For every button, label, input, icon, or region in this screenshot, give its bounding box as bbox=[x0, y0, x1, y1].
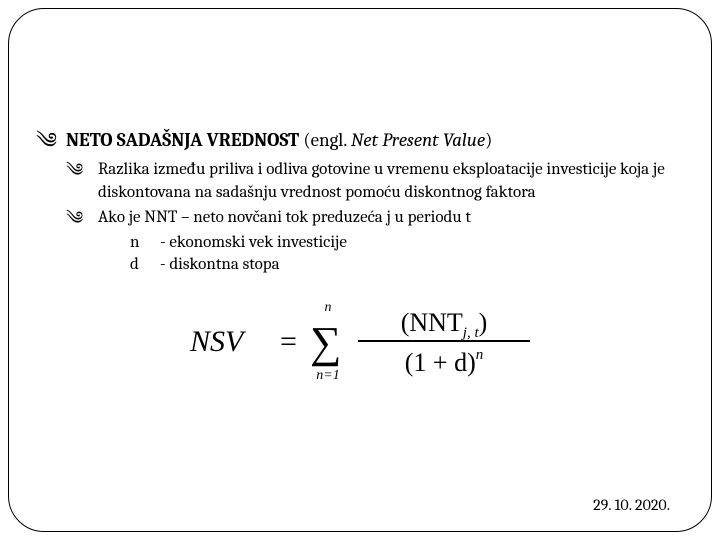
list-item: ༄ Razlika između priliva i odliva gotovi… bbox=[66, 159, 684, 205]
slide-date: 29. 10. 2020. bbox=[593, 496, 670, 514]
definition-desc: - diskontna stopa bbox=[160, 254, 280, 277]
bullet-l2-icon: ༄ bbox=[66, 159, 98, 179]
sigma-icon: ∑ bbox=[310, 318, 341, 367]
definition-symbol: d bbox=[130, 254, 160, 277]
formula-sum-upper: n bbox=[325, 300, 332, 315]
formula-eq: = bbox=[280, 325, 297, 358]
definition-row: n - ekonomski vek investicije bbox=[130, 232, 471, 255]
definition-list: n - ekonomski vek investicije d - diskon… bbox=[130, 232, 471, 278]
page-title: NETO SADAŠNJA VREDNOST (engl. Net Presen… bbox=[66, 128, 492, 153]
bullet-l2-icon: ༄ bbox=[66, 207, 98, 227]
list-item-text: Razlika između priliva i odliva gotovine… bbox=[98, 159, 684, 205]
bullet-l1-icon: ༄ bbox=[36, 128, 66, 152]
definition-row: d - diskontna stopa bbox=[130, 254, 471, 277]
definition-desc: - ekonomski vek investicije bbox=[160, 232, 347, 255]
formula-sum-lower: n=1 bbox=[316, 368, 339, 383]
title-italic: Net Present Value bbox=[351, 129, 485, 151]
definition-symbol: n bbox=[130, 232, 160, 255]
slide-content: ༄ NETO SADAŠNJA VREDNOST (engl. Net Pres… bbox=[36, 128, 684, 389]
title-bold: NETO SADAŠNJA VREDNOST bbox=[66, 129, 299, 151]
bullet-list: ༄ Razlika između priliva i odliva gotovi… bbox=[66, 159, 684, 278]
formula-block: NSV = ∑ n n=1 (NNTj, t) (1 + d)n bbox=[36, 295, 684, 389]
list-item-body: Ako je NNT – neto novčani tok preduzeća … bbox=[98, 207, 471, 278]
formula-lhs: NSV bbox=[189, 325, 247, 358]
list-item: ༄ Ako je NNT – neto novčani tok preduzeć… bbox=[66, 207, 684, 278]
title-row: ༄ NETO SADAŠNJA VREDNOST (engl. Net Pres… bbox=[36, 128, 684, 153]
title-plain: (engl. bbox=[299, 129, 351, 151]
title-close: ) bbox=[485, 129, 492, 151]
list-item-text: Ako je NNT – neto novčani tok preduzeća … bbox=[98, 208, 471, 227]
formula-svg: NSV = ∑ n n=1 (NNTj, t) (1 + d)n bbox=[180, 295, 540, 385]
formula-numerator: (NNTj, t) bbox=[401, 308, 488, 341]
formula-denominator: (1 + d)n bbox=[405, 347, 483, 377]
